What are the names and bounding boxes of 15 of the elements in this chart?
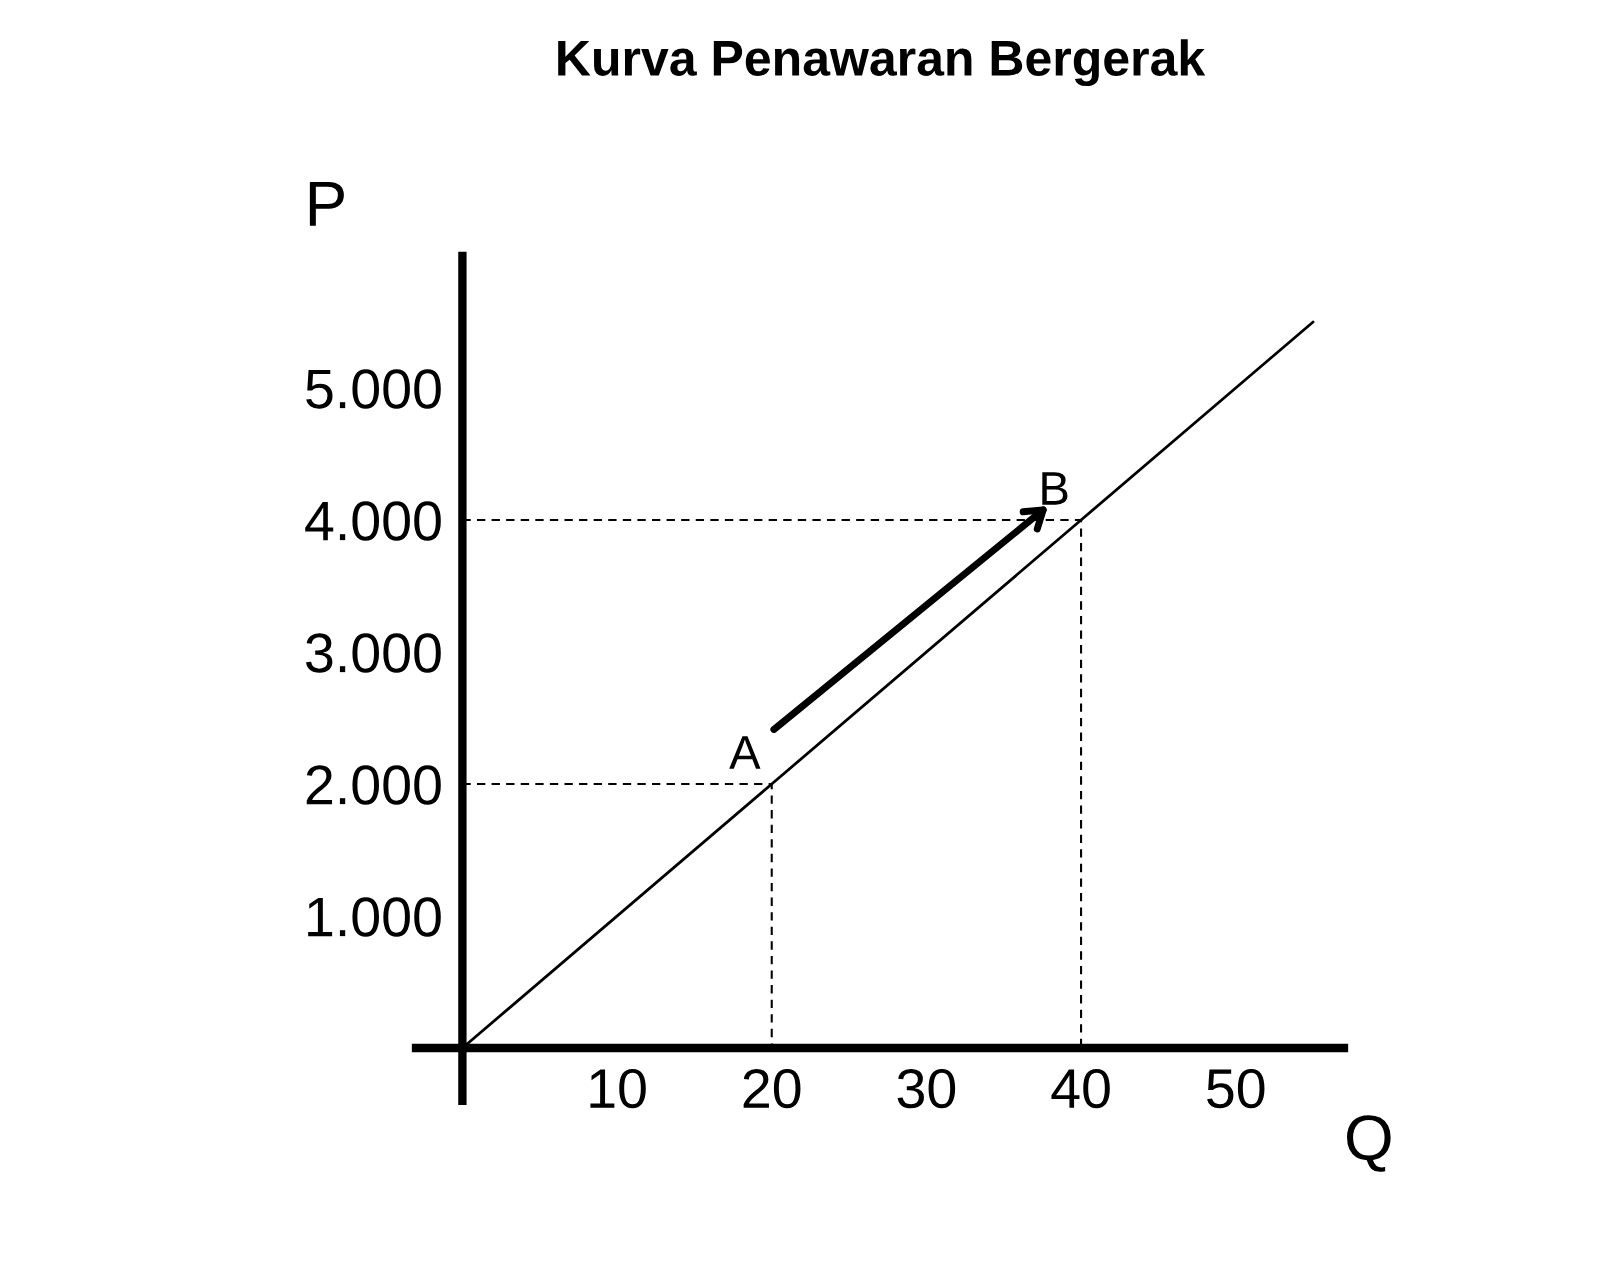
x-tick-label: 20 [743, 1068, 801, 1109]
annotation: A [729, 736, 761, 769]
x-tick-label: 30 [897, 1068, 956, 1109]
y-tick-label: 1.000 [308, 897, 441, 937]
y-tick-label: 4.000 [305, 501, 441, 541]
y-tick-label: 3.000 [306, 633, 441, 673]
y-tick-label: 5.000 [306, 369, 441, 409]
y-tick-label: 2.000 [306, 765, 441, 805]
y-axis-title: P [309, 181, 344, 226]
chart-title: Kurva Penawaran Bergerak [558, 39, 1206, 87]
x-tick-label: 10 [590, 1068, 646, 1109]
x-tick-label: 40 [1051, 1068, 1110, 1109]
annotation: B [1042, 472, 1068, 505]
x-axis-title: Q [1347, 1115, 1391, 1172]
x-tick-label: 50 [1207, 1068, 1265, 1109]
